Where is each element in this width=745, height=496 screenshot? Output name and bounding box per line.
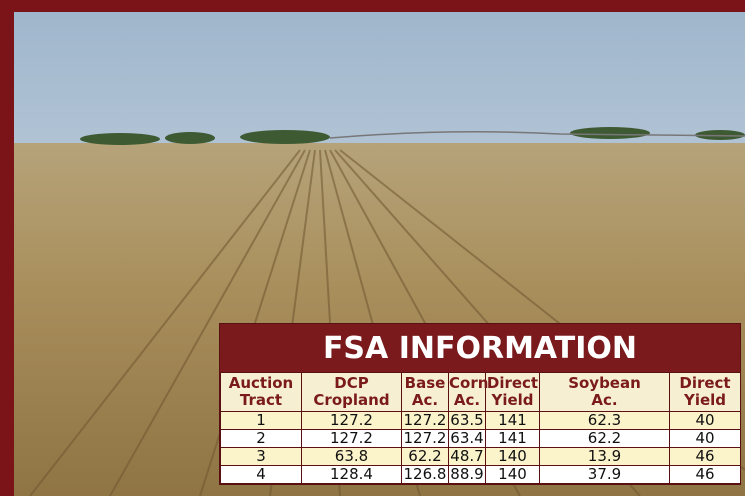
table-cell: 3 — [221, 448, 302, 466]
header-line: Cropland — [302, 392, 401, 409]
header-line: Auction — [221, 375, 301, 392]
table-cell: 141 — [486, 430, 540, 448]
table-cell: 48.7 — [449, 448, 486, 466]
table-cell: 63.4 — [449, 430, 486, 448]
table-cell: 127.2 — [402, 430, 449, 448]
table-title: FSA INFORMATION — [220, 324, 740, 372]
table-cell: 88.9 — [449, 466, 486, 484]
table-cell: 63.8 — [302, 448, 402, 466]
header-line: DCP — [302, 375, 401, 392]
header-line: Ac. — [402, 392, 448, 409]
header-line: Yield — [486, 392, 539, 409]
page: FSA INFORMATION AuctionTractDCPCroplandB… — [0, 0, 745, 496]
table-cell: 2 — [221, 430, 302, 448]
table-cell: 62.2 — [540, 430, 670, 448]
table-cell: 62.2 — [402, 448, 449, 466]
table-cell: 140 — [486, 466, 540, 484]
header-line: Direct — [486, 375, 539, 392]
table-cell: 63.5 — [449, 412, 486, 430]
header-line: Corn — [449, 375, 485, 392]
header-line: Ac. — [449, 392, 485, 409]
table-cell: 128.4 — [302, 466, 402, 484]
table-cell: 1 — [221, 412, 302, 430]
table-cell: 141 — [486, 412, 540, 430]
header-line: Soybean — [540, 375, 669, 392]
table-cell: 13.9 — [540, 448, 670, 466]
table-cell: 126.8 — [402, 466, 449, 484]
header-line: Base — [402, 375, 448, 392]
header-line: Direct — [670, 375, 740, 392]
header-line: Tract — [221, 392, 301, 409]
table-cell: 127.2 — [302, 412, 402, 430]
table-cell: 140 — [486, 448, 540, 466]
table-cell: 62.3 — [540, 412, 670, 430]
table-cell: 40 — [670, 412, 741, 430]
table-cell: 4 — [221, 466, 302, 484]
header-line: Ac. — [540, 392, 669, 409]
table-cell: 40 — [670, 430, 741, 448]
table-cell: 46 — [670, 466, 741, 484]
table-cell: 127.2 — [402, 412, 449, 430]
table-cell: 127.2 — [302, 430, 402, 448]
table-cell: 37.9 — [540, 466, 670, 484]
table-cell: 46 — [670, 448, 741, 466]
header-line: Yield — [670, 392, 740, 409]
